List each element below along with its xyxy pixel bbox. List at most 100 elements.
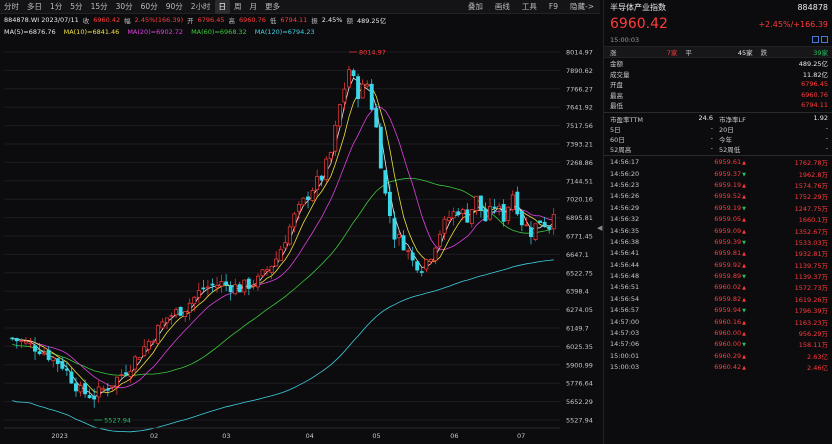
return-value: - <box>825 133 828 142</box>
candle-body <box>519 210 524 226</box>
return-value: - <box>825 123 828 132</box>
tick-volume: 1932.81万 <box>794 250 828 259</box>
period-toolbar: 分时 多日 1分 5分 15分 30分 60分 90分 2小时日周月更多 叠加 画线 工具 F9 隐藏-… <box>0 0 600 14</box>
period-tab-12[interactable]: 更多 <box>265 1 281 11</box>
down-arrow-icon: ▼ <box>742 205 746 212</box>
stat-label: 最高 <box>610 91 623 100</box>
candle-body <box>419 271 424 273</box>
stats-list: 金额 489.25亿 成交量 11.82亿 开盘 6796.45 最高 6960.76 最低 67… <box>604 58 832 111</box>
candle-body <box>310 190 315 201</box>
quote-panel: 半导体产业指数 884878 6960.42 +2.45%/+166.39 15… <box>603 0 832 444</box>
candle-body <box>14 338 19 342</box>
tick-time: 14:56:32 <box>610 215 640 224</box>
tick-row: 14:56:41 6959.81▲ 1932.81万 <box>604 248 832 259</box>
up-arrow-icon: ▲ <box>742 365 746 372</box>
tool-button-1[interactable]: 画线 <box>494 1 510 11</box>
grid-view-icon[interactable] <box>812 35 819 43</box>
tick-time: 14:57:06 <box>610 340 640 349</box>
tick-volume: 1139.75万 <box>794 261 828 270</box>
candle-body <box>137 357 142 360</box>
candle-body <box>219 281 224 287</box>
candle-body <box>306 196 310 201</box>
period-tabs: 分时 多日 1分 5分 15分 30分 60分 90分 2小时日周月更多 <box>0 0 284 14</box>
candle-body <box>501 204 506 222</box>
tick-time: 14:56:17 <box>610 158 640 167</box>
candle-body <box>287 226 292 245</box>
period-tab-4[interactable]: 15分 <box>90 1 108 11</box>
list-view-icon[interactable] <box>821 35 828 43</box>
period-tab-5[interactable]: 30分 <box>115 1 133 11</box>
period-tab-9[interactable]: 日 <box>214 0 231 14</box>
y-tick-label: 7020.16 <box>566 196 593 204</box>
tool-button-0[interactable]: 叠加 <box>467 1 483 11</box>
tick-volume: 1163.23万 <box>794 318 828 327</box>
candlestick-chart[interactable]: 8014.97 7890.62 7766.27 7641.92 7517.56 7393.… <box>0 40 600 444</box>
period-tab-11[interactable]: 月 <box>249 1 258 11</box>
ma120-line <box>12 259 554 433</box>
candle-body <box>315 176 320 191</box>
candle-body <box>174 309 179 316</box>
candle-body <box>529 227 533 238</box>
tick-time: 15:00:01 <box>610 351 640 360</box>
tick-price: 6960.02▲ <box>714 283 746 292</box>
pe-label: 市盈率TTM <box>610 115 643 124</box>
candle-body <box>483 208 488 222</box>
candle-body <box>397 234 401 239</box>
breadth-down: 跌 39家 <box>761 47 828 57</box>
x-tick-label: 2023 <box>51 432 68 440</box>
change-value: 2.45%(166.39) <box>134 16 184 24</box>
candle-body <box>42 352 47 355</box>
low-value: 6794.11 <box>280 16 308 24</box>
candle-body <box>319 175 324 181</box>
ma60-label: MA(60)=6968.32 <box>191 28 247 36</box>
ma20-label: MA(20)=6902.72 <box>127 28 184 36</box>
tick-time: 14:56:41 <box>610 249 640 258</box>
tick-row: 14:56:44 6959.92▲ 1139.75万 <box>604 259 832 270</box>
ma5-label: MA(5)=6876.76 <box>4 28 56 36</box>
candle-body <box>365 83 370 87</box>
candle-body <box>524 224 529 227</box>
down-arrow-icon: ▼ <box>742 342 746 349</box>
candle-body <box>233 284 238 295</box>
tick-price: 6960.00▲ <box>714 329 746 338</box>
collapse-panel-arrow-icon[interactable]: ◀ <box>597 224 603 232</box>
tick-volume: 1139.37万 <box>794 273 828 282</box>
period-tab-3[interactable]: 5分 <box>70 1 83 11</box>
period-tab-10[interactable]: 周 <box>234 1 242 11</box>
period-tab-8[interactable]: 2小时 <box>190 1 211 11</box>
close-value: 6960.42 <box>93 16 121 24</box>
candle-body <box>265 269 270 272</box>
date-axis: 2023 02 03 04 05 06 07 <box>4 427 560 440</box>
tool-button-2[interactable]: 工具 <box>521 1 537 11</box>
period-tab-6[interactable]: 60分 <box>140 1 158 11</box>
candle-body <box>515 191 520 215</box>
candle-body <box>192 296 197 305</box>
tick-volume: 2.63亿 <box>807 352 828 361</box>
tool-button-4[interactable]: 隐藏-> <box>570 1 594 11</box>
period-tab-1[interactable]: 多日 <box>27 1 42 11</box>
period-tab-2[interactable]: 1分 <box>50 1 63 11</box>
max-annotation: 8014.97 <box>359 49 386 57</box>
amount-value: 489.25亿 <box>356 17 387 25</box>
stat-value: 489.25亿 <box>798 60 828 69</box>
up-arrow-icon: ▲ <box>742 331 746 338</box>
return-label: 52周低 <box>719 145 741 154</box>
candle-body <box>96 386 101 398</box>
tick-time: 14:56:44 <box>610 260 640 269</box>
stat-row: 最高 6960.76 <box>604 90 832 101</box>
candle-body <box>87 395 92 399</box>
tick-volume: 1574.76万 <box>794 181 828 190</box>
candle-body <box>215 285 219 289</box>
period-tab-0[interactable]: 分时 <box>4 1 19 11</box>
tick-volume: 1752.29万 <box>794 193 828 202</box>
tick-price: 6960.16▲ <box>714 317 746 326</box>
return-label: 52周高 <box>610 145 632 154</box>
tick-time: 14:57:03 <box>610 329 640 338</box>
y-tick-label: 7517.56 <box>566 122 593 130</box>
tick-list[interactable]: 14:56:17 6959.61▲ 1762.78万 14:56:20 6959.37▼… <box>604 157 832 373</box>
tool-button-3[interactable]: F9 <box>548 1 558 11</box>
period-tab-7[interactable]: 90分 <box>165 1 183 11</box>
y-tick-label: 6647.1 <box>566 251 589 259</box>
x-tick-label: 03 <box>222 432 230 440</box>
amp-value: 2.45% <box>321 16 343 24</box>
